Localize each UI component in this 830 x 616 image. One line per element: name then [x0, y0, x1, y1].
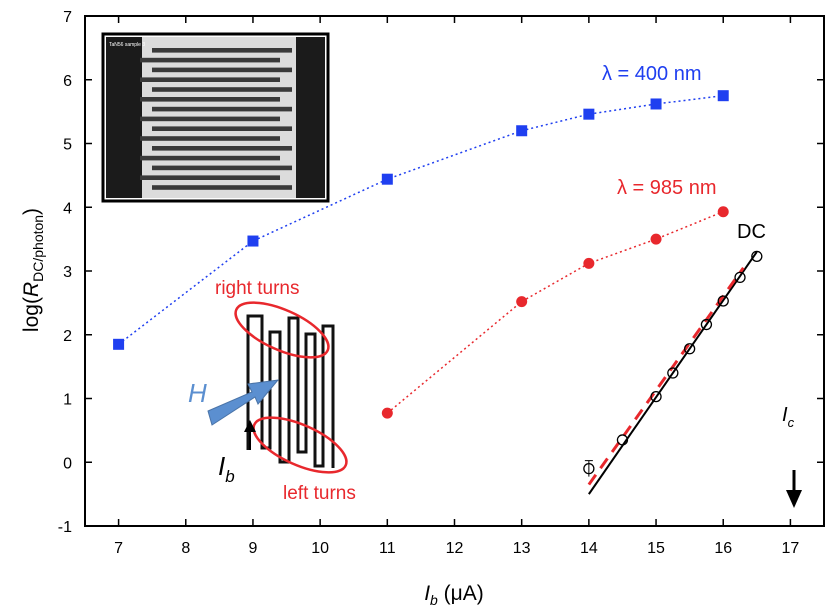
x-tick-label: 14: [580, 540, 598, 557]
inset-stripe: [152, 87, 292, 92]
marker-dc: [734, 271, 746, 284]
marker-400nm: [516, 125, 528, 137]
label-dc: DC: [737, 221, 766, 243]
marker-dc: [717, 295, 729, 307]
y-tick-label: 1: [63, 392, 72, 409]
x-tick-label: 9: [249, 540, 258, 557]
marker-985nm: [717, 206, 729, 218]
marker-985nm: [583, 257, 595, 269]
left-turns-ellipse: [252, 416, 348, 474]
field-arrow: [207, 379, 280, 426]
x-tick-label: 16: [714, 540, 732, 557]
x-tick-label: 15: [647, 540, 665, 557]
x-tick-label: 8: [181, 540, 190, 557]
marker-400nm: [583, 108, 595, 120]
inset-stripe: [140, 97, 280, 102]
marker-dc: [667, 367, 679, 379]
field-label: H: [188, 378, 207, 408]
y-tick-label: 5: [63, 137, 72, 154]
series-layer: [113, 90, 763, 495]
y-tick-label: 7: [63, 9, 72, 26]
inset-stripe: [140, 77, 280, 82]
x-tick-label: 17: [782, 540, 800, 557]
x-tick-label: 10: [311, 540, 329, 557]
inset-stripe: [152, 165, 292, 171]
x-tick-label: 7: [114, 540, 123, 557]
ic-label: Ic: [782, 404, 795, 430]
marker-985nm: [516, 296, 528, 308]
inset-sem-image: TaN56 sample 3: [101, 32, 330, 203]
marker-dc: [616, 434, 629, 446]
marker-dc: [650, 390, 662, 403]
inset-stripe: [140, 116, 280, 122]
y-axis-title: log(RDC/photon): [20, 208, 46, 332]
inset-caption: TaN56 sample 3: [109, 42, 145, 48]
marker-400nm: [113, 338, 125, 350]
inset-meander-stripes: [140, 48, 292, 190]
marker-985nm: [381, 407, 393, 419]
marker-dc: [683, 343, 696, 355]
marker-400nm: [381, 173, 393, 185]
y-tick-label: -1: [58, 519, 72, 536]
y-tick-label: 0: [63, 455, 72, 472]
inset-stripe: [140, 57, 280, 63]
inset-stripe: [152, 126, 292, 131]
dc-fit-line: [588, 251, 758, 495]
meander-schematic: [207, 301, 348, 474]
series-line-985nm: [386, 211, 724, 414]
left-turns-label: left turns: [283, 483, 356, 504]
marker-400nm: [247, 235, 259, 247]
marker-dc: [751, 250, 763, 262]
label-985nm: λ = 985 nm: [617, 177, 717, 199]
marker-400nm: [650, 98, 662, 110]
x-tick-label: 12: [446, 540, 464, 557]
inset-stripe: [152, 185, 292, 190]
right-turns-label: right turns: [215, 278, 299, 299]
inset-stripe: [152, 146, 292, 151]
inset-stripe: [152, 106, 292, 112]
y-tick-label: 4: [63, 200, 72, 217]
marker-985nm: [650, 233, 662, 245]
bias-label: Ib: [218, 451, 235, 486]
inset-stripe: [152, 67, 292, 73]
y-tick-label: 6: [63, 73, 72, 90]
y-tick-label: 2: [63, 328, 72, 345]
dc-fit-line-red: [587, 266, 745, 486]
x-tick-label: 11: [379, 540, 396, 557]
label-400nm: λ = 400 nm: [602, 63, 702, 85]
inset-stripe: [140, 175, 280, 180]
ic-arrow: [786, 470, 802, 508]
right-turns-ellipse: [234, 301, 330, 359]
inset-stripe: [140, 155, 280, 161]
x-axis-title: Ib (μA): [424, 582, 484, 608]
inset-stripe: [152, 48, 292, 53]
marker-400nm: [717, 90, 729, 102]
y-tick-label: 3: [63, 264, 72, 281]
x-tick-label: 13: [513, 540, 531, 557]
marker-dc: [700, 318, 713, 331]
inset-stripe: [140, 136, 280, 141]
